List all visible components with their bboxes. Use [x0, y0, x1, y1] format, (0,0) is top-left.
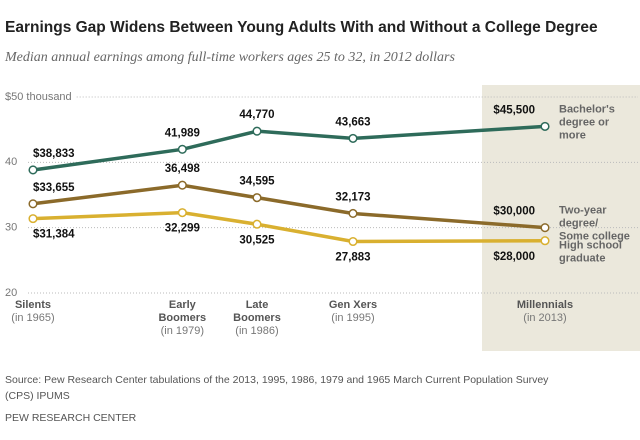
- value-label: $28,000: [493, 251, 535, 263]
- point: [540, 236, 550, 246]
- value-label: $38,833: [33, 148, 75, 160]
- point: [177, 208, 187, 218]
- point: [540, 223, 550, 233]
- value-label: 43,663: [335, 116, 370, 128]
- point: [28, 165, 38, 175]
- y-tick-label: 20: [5, 287, 17, 299]
- x-tick-label: Boomers: [233, 312, 281, 324]
- point: [348, 133, 358, 143]
- y-tick-label: 40: [5, 156, 17, 168]
- value-label: $45,500: [493, 104, 535, 116]
- x-tick-label: Millennials: [517, 299, 573, 311]
- x-tick-note: (in 2013): [523, 312, 566, 324]
- x-tick-label: Late: [246, 299, 269, 311]
- legend-label: Some college: [559, 231, 630, 243]
- x-tick-label: Gen Xers: [329, 299, 377, 311]
- legend-label: Bachelor's: [559, 103, 615, 115]
- legend-label: more: [559, 129, 586, 141]
- value-label: $33,655: [33, 182, 75, 194]
- point: [177, 180, 187, 190]
- x-tick-note: (in 1986): [235, 325, 278, 337]
- value-label: 34,595: [239, 176, 275, 188]
- value-label: 27,883: [335, 252, 370, 264]
- x-tick-note: (in 1995): [331, 312, 374, 324]
- value-label: 36,498: [165, 163, 201, 175]
- legend-label: Two-year: [559, 205, 607, 217]
- point: [177, 144, 187, 154]
- point: [348, 208, 358, 219]
- value-label: 44,770: [239, 109, 274, 121]
- y-tick-label: $50 thousand: [5, 91, 72, 103]
- legend-label: graduate: [559, 253, 605, 265]
- value-label: 30,525: [239, 234, 275, 246]
- point: [28, 199, 38, 209]
- point: [540, 121, 550, 131]
- source: (CPS) IPUMS: [5, 390, 70, 402]
- legend-label: High school: [559, 240, 622, 252]
- value-label: 41,989: [165, 127, 200, 139]
- point: [252, 193, 262, 203]
- x-tick-label: Silents: [15, 299, 51, 311]
- series-line: [32, 124, 546, 172]
- point: [252, 126, 262, 136]
- y-tick-label: 30: [5, 222, 17, 234]
- source: Source: Pew Research Center tabulations …: [5, 374, 549, 386]
- credit: PEW RESEARCH CENTER: [5, 412, 137, 424]
- value-label: 32,299: [165, 223, 200, 235]
- series-line: [32, 210, 546, 244]
- x-tick-label: Boomers: [158, 312, 206, 324]
- point: [28, 214, 38, 224]
- x-tick-label: Early: [169, 299, 197, 311]
- chart-title: Earnings Gap Widens Between Young Adults…: [5, 19, 598, 36]
- x-tick-note: (in 1965): [11, 312, 54, 324]
- chart-subtitle: Median annual earnings among full-time w…: [4, 50, 455, 65]
- legend-label: degree or: [559, 116, 610, 128]
- point: [348, 236, 358, 247]
- series-line: [32, 183, 546, 230]
- legend-label: degree/: [559, 218, 598, 230]
- point: [252, 219, 262, 229]
- x-tick-note: (in 1979): [161, 325, 204, 337]
- value-label: $30,000: [493, 206, 535, 218]
- value-label: 32,173: [335, 192, 370, 204]
- value-label: $31,384: [33, 229, 75, 241]
